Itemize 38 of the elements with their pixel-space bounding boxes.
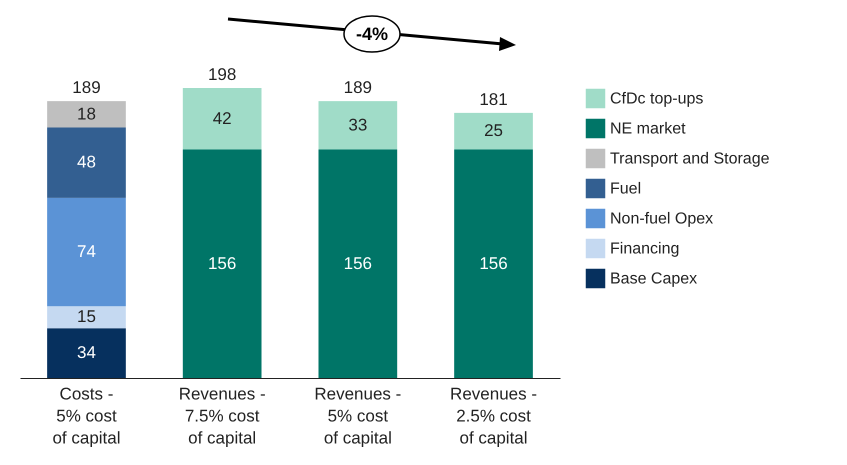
data-label: 15 xyxy=(77,307,96,326)
legend-label: NE market xyxy=(610,120,686,138)
data-label: 34 xyxy=(77,343,96,362)
data-label: 156 xyxy=(208,254,236,273)
data-label: 156 xyxy=(479,254,508,273)
bar xyxy=(182,150,262,378)
data-label: 18 xyxy=(77,104,96,124)
bar xyxy=(47,306,126,328)
bar xyxy=(318,101,398,150)
legend-label: Transport and Storage xyxy=(610,150,770,168)
bar xyxy=(47,128,126,198)
data-label: 156 xyxy=(344,254,372,273)
data-label: 48 xyxy=(77,152,96,172)
legend-label: CfDc top-ups xyxy=(610,90,704,108)
x-tick-label: Costs - 5% cost of capital xyxy=(52,384,121,448)
bar xyxy=(318,150,398,378)
legend-label: Fuel xyxy=(610,180,642,198)
total-label: 198 xyxy=(208,65,236,84)
x-tick-label: Revenues - 2.5% cost of capital xyxy=(450,384,537,448)
data-label: 33 xyxy=(348,115,368,134)
data-label: 25 xyxy=(484,121,503,140)
legend-label: Non-fuel Opex xyxy=(610,210,714,228)
bar xyxy=(454,112,533,150)
text: -4% xyxy=(356,24,388,44)
bar xyxy=(182,88,262,150)
x-tick-label: Revenues - 5% cost of capital xyxy=(314,384,402,448)
bar xyxy=(454,150,533,378)
total-label: 181 xyxy=(479,90,508,109)
total-label: 189 xyxy=(72,78,101,98)
legend-label: Base Capex xyxy=(610,270,698,288)
legend-label: Financing xyxy=(610,240,680,258)
bar xyxy=(47,198,126,306)
x-tick-label: Revenues - 7.5% cost of capital xyxy=(178,384,266,448)
bar xyxy=(47,328,126,378)
data-label: 74 xyxy=(77,242,96,262)
data-label: 42 xyxy=(212,108,232,128)
bar xyxy=(47,101,126,128)
total-label: 189 xyxy=(344,78,372,98)
